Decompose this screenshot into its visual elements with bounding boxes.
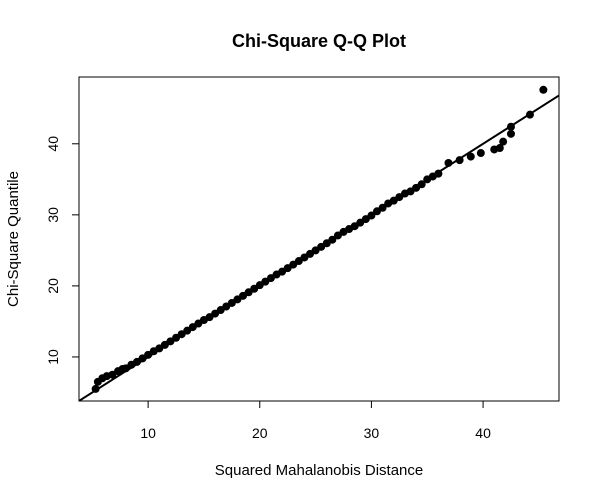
point	[455, 156, 464, 165]
point	[476, 149, 485, 158]
point	[495, 144, 504, 153]
y-axis-label: Chi-Square Quantile	[5, 171, 22, 307]
x-tick-label: 10	[140, 425, 156, 441]
point	[525, 110, 534, 119]
point	[328, 235, 337, 244]
x-tick-label: 30	[364, 425, 380, 441]
point	[367, 211, 376, 220]
x-axis-label: Squared Mahalanobis Distance	[215, 462, 423, 479]
point	[417, 180, 426, 189]
point	[506, 129, 515, 138]
y-tick-label: 10	[45, 349, 61, 365]
y-tick-label: 20	[45, 278, 61, 294]
point	[499, 137, 508, 146]
point	[466, 152, 475, 161]
point	[434, 169, 443, 178]
point	[506, 122, 515, 131]
x-tick-label: 40	[475, 425, 491, 441]
chart-title: Chi-Square Q-Q Plot	[232, 31, 406, 51]
point	[91, 384, 100, 393]
point	[539, 85, 548, 94]
x-tick-label: 20	[252, 425, 268, 441]
point	[378, 203, 387, 212]
y-tick-label: 40	[45, 136, 61, 152]
y-tick-label: 30	[45, 207, 61, 223]
plot-area	[79, 85, 559, 401]
plot-frame	[78, 76, 560, 402]
point	[444, 158, 453, 167]
